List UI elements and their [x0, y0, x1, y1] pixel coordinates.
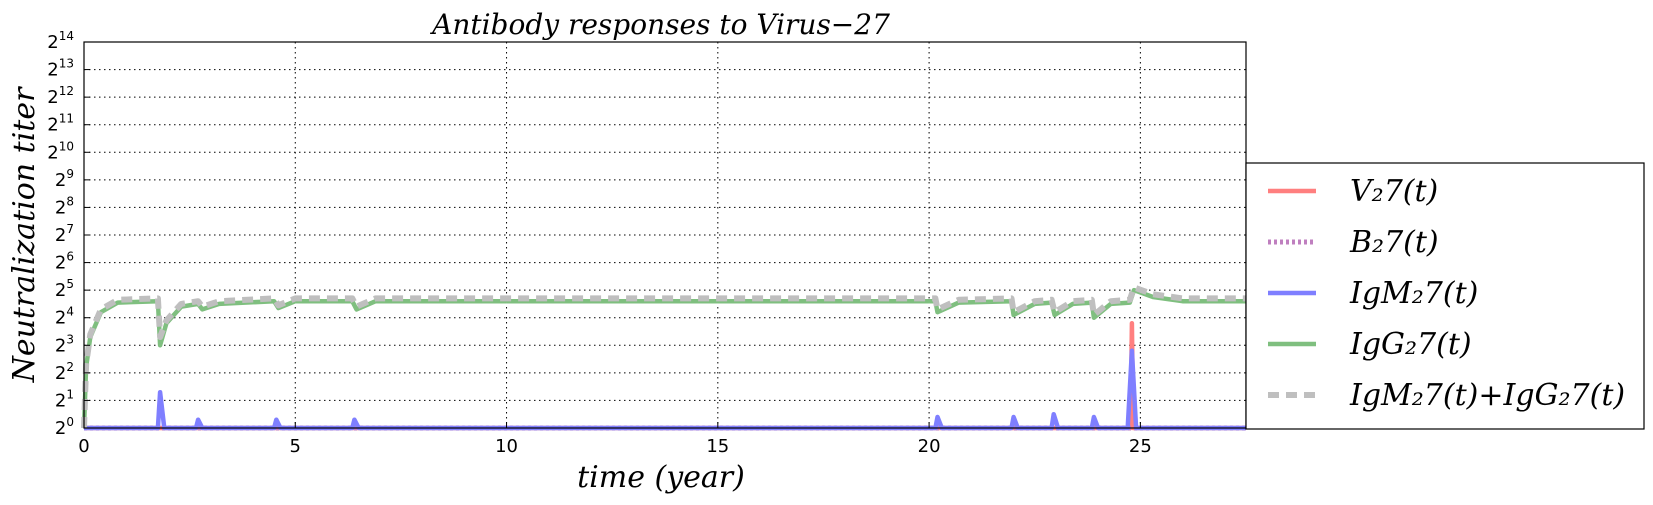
x-tick-label: 25: [1129, 436, 1152, 457]
y-tick-label: 21: [55, 387, 74, 411]
y-tick-label: 210: [47, 139, 74, 163]
x-tick-label: 5: [290, 436, 301, 457]
series-line-3: [84, 348, 1246, 431]
y-tick-label: 22: [55, 360, 74, 384]
y-tick-label: 211: [47, 112, 74, 136]
y-tick-label: 27: [55, 222, 74, 246]
legend-label-2: B₂7(t): [1349, 225, 1439, 260]
series-line-4: [81, 287, 1246, 429]
y-tick-label: 213: [47, 57, 74, 81]
legend-label-3: IgM₂7(t): [1349, 276, 1478, 311]
x-tick-label: 10: [495, 436, 518, 457]
series-line-1: [84, 320, 1246, 431]
y-tick-label: 26: [55, 250, 74, 274]
y-tick-label: 214: [47, 29, 74, 53]
grid: [84, 42, 1246, 428]
legend: V₂7(t) B₂7(t) IgM₂7(t) IgG₂7(t) IgM₂7(t)+IgG…: [1245, 162, 1645, 430]
y-tick-label: 28: [55, 194, 74, 218]
series-line-5: [81, 284, 1246, 429]
y-tick-label: 212: [47, 84, 74, 108]
y-tick-label: 20: [55, 415, 74, 439]
y-tick-label: 24: [55, 305, 74, 329]
y-tick-label: 29: [55, 167, 74, 191]
legend-label-4: IgG₂7(t): [1349, 327, 1472, 362]
x-tick-label: 20: [918, 436, 941, 457]
y-tick-label: 25: [55, 277, 74, 301]
x-axis-label: time (year): [577, 460, 745, 495]
legend-label-1: V₂7(t): [1350, 174, 1438, 209]
y-axis-label: Neutralization titer: [7, 86, 42, 384]
axis-ticks: 0 5 10 15 20 25 20 21 22 23 24 25 26 27 28 29 210 211 212 2…: [47, 29, 1152, 457]
legend-label-5: IgM₂7(t)+IgG₂7(t): [1349, 378, 1625, 413]
y-tick-label: 23: [55, 332, 74, 356]
legend-box: [1245, 162, 1645, 430]
series-lines: [81, 284, 1246, 431]
x-tick-label: 0: [78, 436, 89, 457]
chart-title: Antibody responses to Virus−27: [429, 8, 890, 41]
x-tick-label: 15: [706, 436, 729, 457]
